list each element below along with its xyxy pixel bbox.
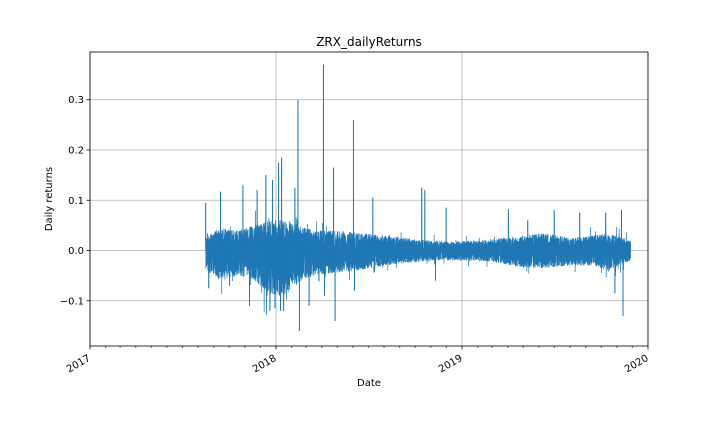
series-line <box>205 64 632 331</box>
y-tick-label: 0.0 <box>68 246 84 257</box>
y-tick-label: 0.3 <box>68 95 84 106</box>
chart-title: ZRX_dailyReturns <box>316 35 422 49</box>
y-tick-label: 0.2 <box>68 146 84 157</box>
x-axis-label: Date <box>357 378 381 389</box>
series-zrx <box>205 64 632 331</box>
y-tick-label: 0.1 <box>68 196 84 207</box>
plot-frame <box>89 51 649 347</box>
y-tick-label: −0.1 <box>60 296 84 307</box>
y-axis-label: Daily returns <box>44 167 55 231</box>
